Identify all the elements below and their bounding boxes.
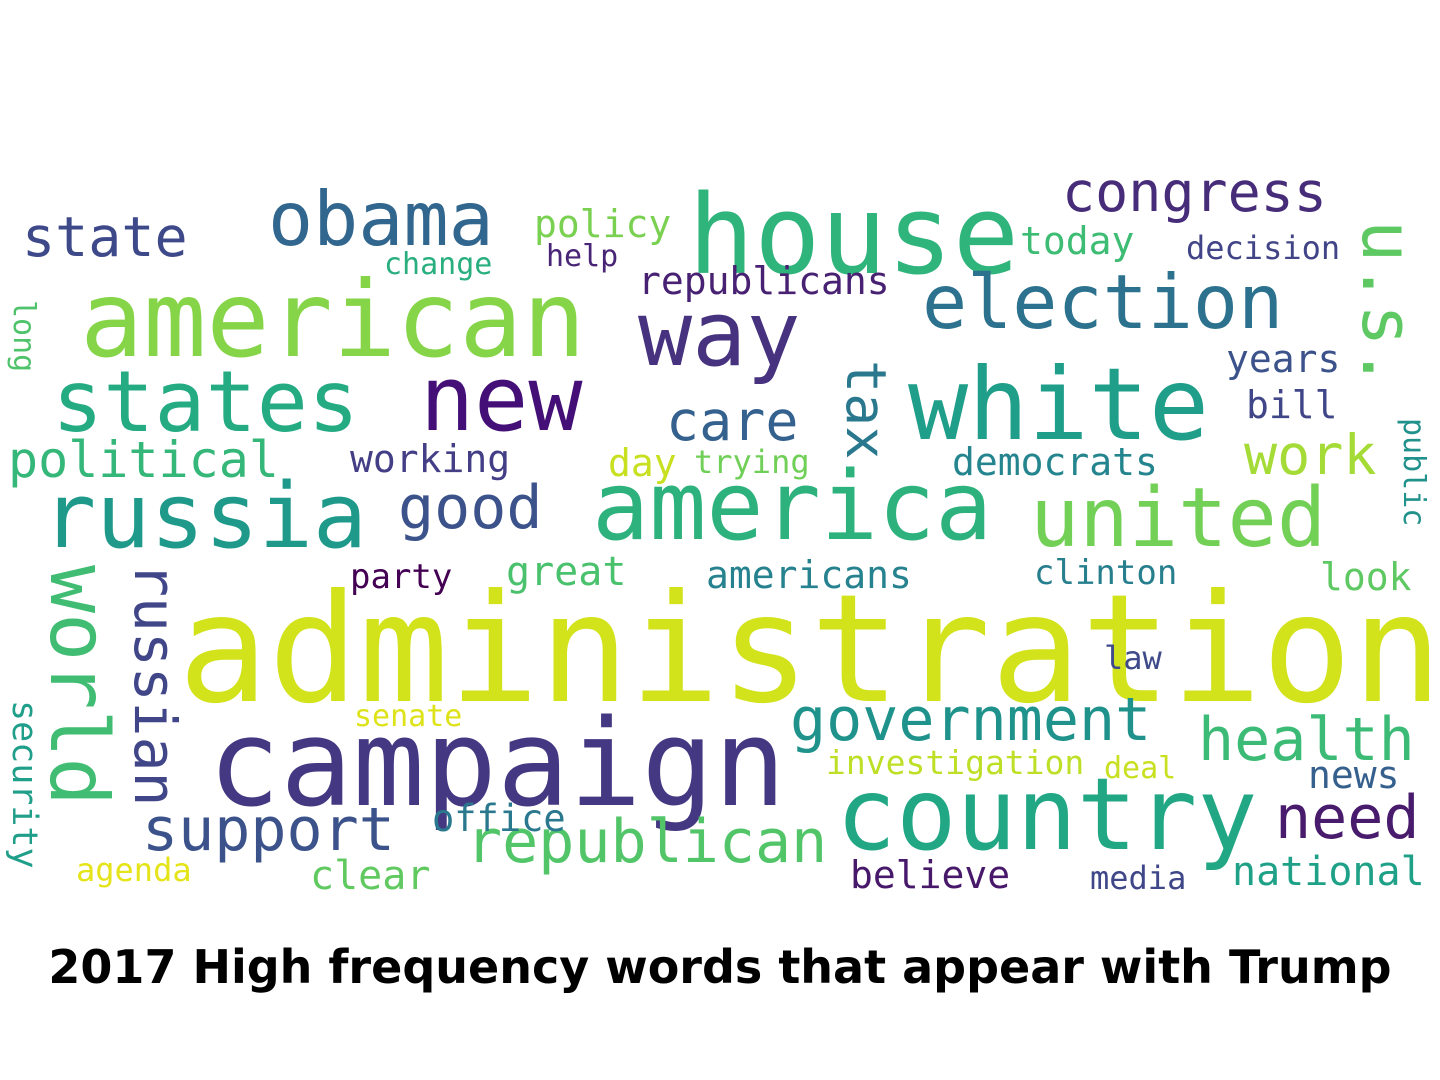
word-clear: clear <box>310 853 431 899</box>
word-world: world <box>32 565 125 806</box>
figure-caption: 2017 High frequency words that appear wi… <box>48 940 1392 994</box>
word-day: day <box>608 441 677 485</box>
word-health: health <box>1198 705 1415 775</box>
word-great: great <box>506 549 627 595</box>
word-national: national <box>1232 849 1425 895</box>
word-years: years <box>1226 337 1341 381</box>
word-americans: americans <box>706 553 912 597</box>
word-trying: trying <box>694 443 810 481</box>
word-today: today <box>1020 219 1135 263</box>
word-american: american <box>80 259 586 381</box>
word-party: party <box>350 557 453 597</box>
word-law: law <box>1104 639 1162 677</box>
word-investigation: investigation <box>826 743 1085 782</box>
word-change: change <box>384 247 493 282</box>
word-bill: bill <box>1246 383 1338 427</box>
word-believe: believe <box>850 853 1011 897</box>
word-country: country <box>836 756 1258 873</box>
word-government: government <box>790 685 1152 755</box>
word-political: political <box>8 431 279 489</box>
word-decision: decision <box>1186 229 1341 267</box>
word-good: good <box>398 473 543 543</box>
word-house: house <box>688 171 1020 299</box>
word-new: new <box>420 347 583 452</box>
word-republicans: republicans <box>638 259 890 303</box>
word-united: united <box>1030 471 1327 566</box>
word-states: states <box>52 353 360 452</box>
word-public: public <box>1396 418 1431 527</box>
word-agenda: agenda <box>76 851 192 889</box>
word-news: news <box>1308 753 1400 797</box>
word-state: state <box>22 205 188 269</box>
word-obama: obama <box>268 175 494 263</box>
word-clinton: clinton <box>1034 553 1178 593</box>
word-congress: congress <box>1062 160 1327 224</box>
word-administration: administration <box>178 563 1440 737</box>
word-policy: policy <box>534 202 672 246</box>
word-election: election <box>922 258 1284 346</box>
word-campaign: campaign <box>208 695 786 834</box>
word-senate: senate <box>354 699 463 734</box>
word-work: work <box>1244 423 1377 487</box>
word-long: long <box>6 300 41 373</box>
word-america: america <box>592 452 993 562</box>
word-help: help <box>546 239 619 274</box>
word-u-s: u.s. <box>1346 220 1428 389</box>
word-democrats: democrats <box>952 440 1158 484</box>
word-security: security <box>4 700 44 869</box>
word-look: look <box>1320 555 1412 599</box>
word-russia: russia <box>42 464 368 569</box>
word-media: media <box>1090 859 1187 897</box>
word-tax: tax <box>834 360 898 460</box>
word-care: care <box>666 389 799 453</box>
word-working: working <box>350 437 511 481</box>
word-way: way <box>638 282 801 387</box>
word-office: office <box>432 797 566 840</box>
word-need: need <box>1275 783 1420 853</box>
word-russian: russian <box>121 562 189 807</box>
word-white: white <box>908 346 1210 463</box>
word-support: support <box>142 795 395 865</box>
word-deal: deal <box>1104 751 1177 786</box>
word-republican: republican <box>466 807 828 877</box>
